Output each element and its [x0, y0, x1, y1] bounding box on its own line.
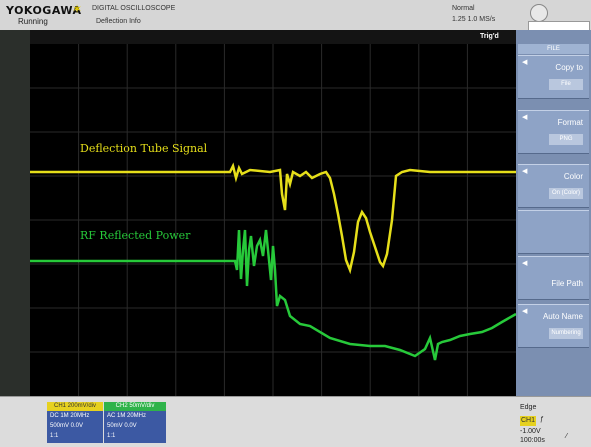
model-name: DIGITAL OSCILLOSCOPE: [92, 5, 176, 12]
ch1-probe: 1:1: [50, 433, 59, 439]
softkey-format[interactable]: ◀ Format PNG: [518, 110, 589, 154]
ch1-settings-box: [47, 411, 103, 443]
trigger-type: Edge: [520, 404, 537, 411]
softkey-label: Color: [563, 172, 583, 181]
screen-header: [30, 30, 516, 44]
graticule-grid: [30, 44, 516, 396]
ch1-scale: 500mV 0.0V: [50, 423, 84, 429]
brand-star-icon: ✶: [72, 2, 83, 16]
sample-rate: 1.25 1.0 MS/s: [452, 16, 496, 23]
record-time: 100:00s: [520, 437, 545, 444]
trace2-label: RF Reflected Power: [80, 229, 191, 242]
left-marker-strip: [0, 30, 30, 396]
ch2-coupling: AC 1M 20MHz: [107, 413, 147, 419]
softkey-arrow-icon: ◀: [522, 308, 528, 315]
brand-logo: YOKOGAWA: [6, 4, 82, 17]
softkey-value: PNG: [549, 134, 583, 145]
trace-rf-reflected: [30, 229, 516, 361]
acquisition-mode: Deflection Info: [96, 18, 141, 25]
softkey-label: Format: [557, 118, 583, 127]
softkey-arrow-icon: ◀: [522, 59, 528, 66]
waveform-mode-icon: ⁄: [566, 433, 568, 440]
trace-deflection-tube: [30, 162, 516, 275]
softkey-arrow-icon: ◀: [522, 260, 528, 267]
ch2-settings-box: [104, 411, 166, 443]
top-status-bar: [0, 0, 591, 31]
softkey-label: Copy to: [555, 63, 583, 72]
softkey-header: FILE: [518, 44, 589, 54]
ch2-scale: 50mV 0.0V: [107, 423, 137, 429]
softkey-label: Auto Name: [542, 312, 583, 321]
ch1-coupling: DC 1M 20MHz: [50, 413, 90, 419]
run-state: Running: [18, 17, 48, 26]
softkey-blank[interactable]: [518, 210, 589, 254]
trigger-edge-icon: ƒ: [540, 416, 544, 423]
ch2-tab[interactable]: CH2 50mV/div: [104, 402, 166, 411]
waveform-plot: [30, 44, 516, 396]
trigger-status: Trig'd: [480, 33, 499, 40]
softkey-arrow-icon: ◀: [522, 114, 528, 121]
softkey-color[interactable]: ◀ Color On (Color): [518, 164, 589, 208]
ch1-tab[interactable]: CH1 200mV/div: [47, 402, 103, 411]
softkey-value: File: [549, 79, 583, 90]
ch2-probe: 1:1: [107, 433, 116, 439]
rotary-knob-icon[interactable]: [530, 4, 548, 22]
softkey-arrow-icon: ◀: [522, 168, 528, 175]
trace1-label: Deflection Tube Signal: [80, 142, 208, 155]
softkey-file-path[interactable]: ◀ File Path: [518, 256, 589, 300]
trigger-mode: Normal: [452, 5, 475, 12]
softkey-auto-name[interactable]: ◀ Auto Name Numbering: [518, 304, 589, 348]
softkey-value: On (Color): [549, 188, 583, 199]
softkey-value: Numbering: [549, 328, 583, 339]
softkey-label: File Path: [551, 279, 583, 288]
trigger-level: -1.00V: [520, 428, 541, 435]
trigger-source: CH1: [520, 416, 536, 426]
softkey-copy-to[interactable]: ◀ Copy to File: [518, 55, 589, 99]
